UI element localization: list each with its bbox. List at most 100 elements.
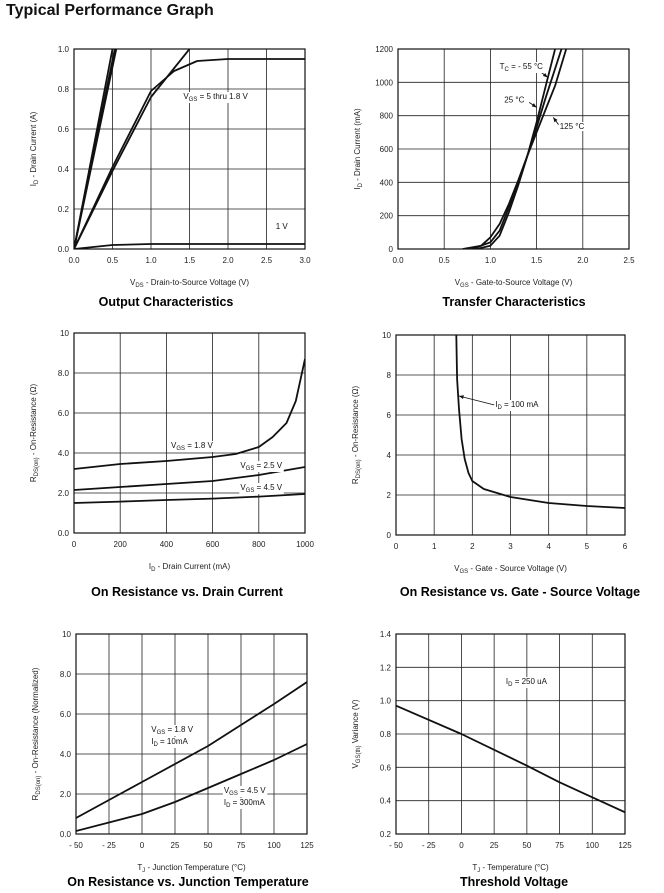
series-line-2 <box>74 466 305 491</box>
y-tick-label: 0.2 <box>380 830 392 839</box>
x-tick-label: 125 <box>618 841 632 850</box>
x-tick-label: 50 <box>204 841 213 850</box>
annotation-label: ID = 100 mA <box>495 400 539 411</box>
x-tick-label: 2.5 <box>261 256 273 265</box>
x-axis-label: VDS - Drain-to-Source Voltage (V) <box>130 278 249 289</box>
x-tick-label: 0 <box>140 841 145 850</box>
annotation-bg <box>239 461 284 472</box>
y-axis-label: RDS(on) - On-Resistance (Normalized) <box>31 667 42 800</box>
series-line-6 <box>74 243 305 249</box>
annotation-label: VGS = 1.8 V <box>171 441 213 452</box>
annotation-label: 1 V <box>276 222 289 231</box>
chart-threshold: - 50 - 25 0 25 50 75 100 125 0.2 0.4 0.6 0.8 1.0 1.2 1… <box>351 630 632 889</box>
x-tick-label: 3.0 <box>299 256 311 265</box>
x-tick-label: 2 <box>470 542 475 551</box>
plot-frame <box>395 633 626 835</box>
series-line-3 <box>462 49 568 249</box>
page-title: Typical Performance Graph <box>6 2 214 19</box>
x-tick-label: - 25 <box>422 841 436 850</box>
x-tick-label: 50 <box>522 841 531 850</box>
x-tick-label: - 25 <box>102 841 116 850</box>
chart-title: Transfer Characteristics <box>442 295 585 309</box>
x-tick-label: 2.5 <box>623 256 635 265</box>
chart-title: On Resistance vs. Junction Temperature <box>67 875 309 889</box>
annotation-bg <box>494 400 541 411</box>
y-tick-label: 4.0 <box>58 449 70 458</box>
x-tick-label: 25 <box>490 841 499 850</box>
y-tick-label: 6.0 <box>60 710 72 719</box>
x-axis-label: VGS - Gate-to-Source Voltage (V) <box>455 278 573 289</box>
y-tick-label: 1000 <box>375 78 393 87</box>
y-tick-label: 6 <box>387 411 392 420</box>
annotation-bg <box>239 483 284 494</box>
y-tick-label: 0.4 <box>380 797 392 806</box>
series-line-5 <box>74 58 305 249</box>
x-tick-label: 75 <box>555 841 564 850</box>
chart-transfer: 0.0 0.5 1.0 1.5 2.0 2.5 0 200 400 600 800 1000 1200 T… <box>353 45 635 309</box>
y-tick-label: 0 <box>387 531 392 540</box>
annotation-bg <box>170 441 215 452</box>
x-tick-label: 1.0 <box>145 256 157 265</box>
x-tick-label: 25 <box>171 841 180 850</box>
annotation-arrowhead <box>531 103 537 108</box>
annotation-bg <box>182 92 250 103</box>
x-tick-label: 800 <box>252 540 266 549</box>
x-tick-label: 0.5 <box>107 256 119 265</box>
series-line-3 <box>74 493 305 504</box>
x-tick-label: 0.0 <box>68 256 80 265</box>
x-tick-label: 2.0 <box>222 256 234 265</box>
y-tick-label: 200 <box>380 212 394 221</box>
annotation-bg <box>558 122 586 131</box>
x-tick-label: 1.5 <box>531 256 543 265</box>
annotation-bg <box>274 222 290 231</box>
chart-output: 0.0 0.5 1.0 1.5 2.0 2.5 3.0 0.0 0.2 0.4 0.6 0.8 1.0 V… <box>29 45 311 309</box>
y-tick-label: 4.0 <box>60 750 72 759</box>
series-line-4 <box>74 49 191 249</box>
x-tick-label: 100 <box>586 841 600 850</box>
x-axis-label: ID - Drain Current (mA) <box>149 562 231 573</box>
series-line-1 <box>476 49 556 249</box>
chart-ron-temp: - 50 - 25 0 25 50 75 100 125 0.0 2.0 4.0 6.0 8.0 10 VG… <box>31 630 314 889</box>
annotation-arrowhead <box>458 395 464 400</box>
y-axis-label: ID - Drain Current (A) <box>29 111 40 186</box>
y-axis-label: RDS(on) - On-Resistance (Ω) <box>351 385 362 484</box>
y-tick-label: 0.2 <box>58 205 70 214</box>
x-tick-label: 600 <box>206 540 220 549</box>
y-tick-label: 8 <box>387 371 392 380</box>
chart-ron-vgs: 0 1 2 3 4 5 6 0 2 4 6 8 10 ID = 100 mA VGS - Gate - So… <box>351 331 640 599</box>
y-tick-label: 0.0 <box>58 529 70 538</box>
x-axis-label: VGS - Gate - Source Voltage (V) <box>454 564 567 575</box>
annotation-label: 25 °C <box>504 95 524 104</box>
x-tick-label: 200 <box>114 540 128 549</box>
annotation-label: VGS = 1.8 V <box>151 725 193 736</box>
y-tick-label: 8.0 <box>58 369 70 378</box>
y-axis-label: ID - Drain Current (mA) <box>353 108 364 190</box>
annotation-bg <box>503 95 526 105</box>
y-tick-label: 8.0 <box>60 670 72 679</box>
annotation-label: 125 °C <box>560 122 585 131</box>
x-tick-label: - 50 <box>389 841 403 850</box>
y-tick-label: 10 <box>60 329 69 338</box>
annotation-bg <box>222 786 268 797</box>
x-tick-label: 0.0 <box>392 256 404 265</box>
x-tick-label: - 50 <box>69 841 83 850</box>
y-axis-label: VGS(th) Variance (V) <box>351 699 362 768</box>
y-tick-label: 1.2 <box>380 663 392 672</box>
chart-title: Output Characteristics <box>99 295 234 309</box>
y-tick-label: 1200 <box>375 45 393 54</box>
y-tick-label: 0.0 <box>60 830 72 839</box>
y-tick-label: 4 <box>387 451 392 460</box>
x-tick-label: 1.5 <box>184 256 196 265</box>
annotation-label: ID = 300mA <box>224 798 266 809</box>
annotation-label: TC = - 55 °C <box>500 62 544 73</box>
y-tick-label: 0.4 <box>58 165 70 174</box>
annotation-arrowhead <box>542 72 548 78</box>
y-tick-label: 600 <box>380 145 394 154</box>
series-line-1 <box>76 681 307 819</box>
y-axis-label: RDS(on) - On-Resistance (Ω) <box>29 383 40 482</box>
y-tick-label: 2.0 <box>60 790 72 799</box>
x-axis-label: TJ - Temperature (°C) <box>472 863 549 874</box>
series-line-3 <box>74 49 118 249</box>
x-tick-label: 2.0 <box>577 256 589 265</box>
y-tick-label: 1.0 <box>380 697 392 706</box>
